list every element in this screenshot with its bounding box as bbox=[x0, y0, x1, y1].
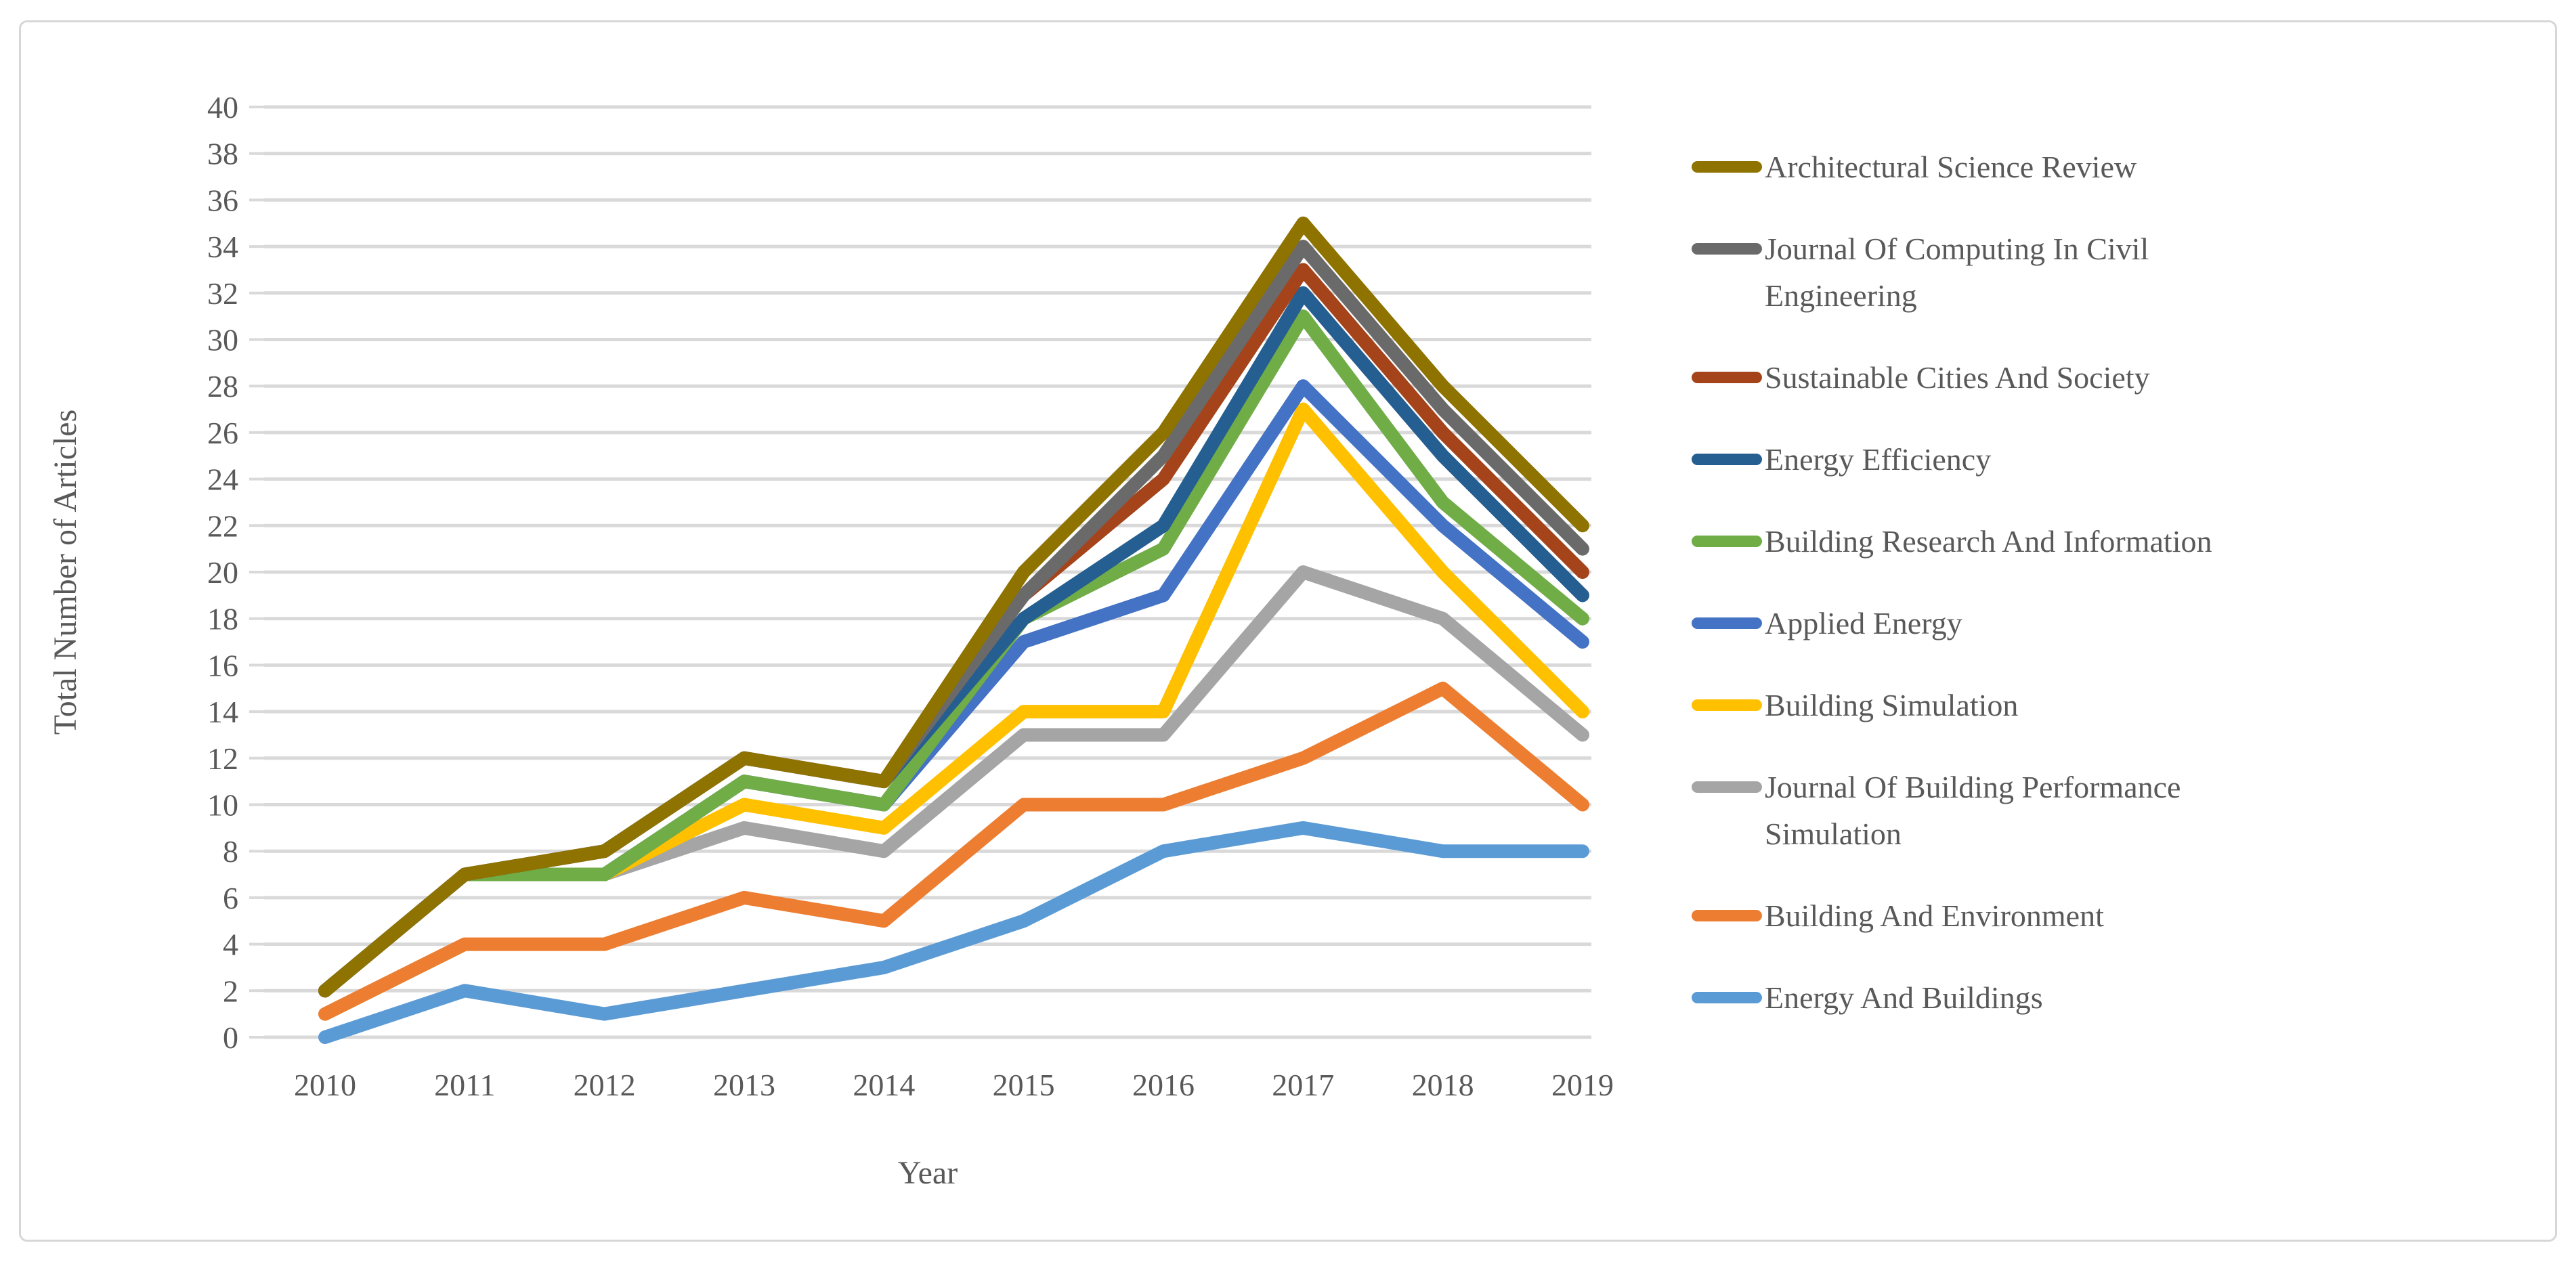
x-tick-label: 2011 bbox=[434, 1068, 495, 1102]
legend-item: Applied Energy bbox=[1692, 600, 2572, 647]
legend-item: Architectural Science Review bbox=[1692, 144, 2572, 190]
series-lines bbox=[318, 216, 1589, 1044]
x-tick-label: 2012 bbox=[574, 1068, 636, 1102]
legend-label: Journal Of Building Performance Simulati… bbox=[1765, 770, 2181, 851]
y-tick-label: 22 bbox=[207, 508, 238, 543]
x-tick-label: 2015 bbox=[993, 1068, 1055, 1102]
legend-label: Energy And Buildings bbox=[1765, 980, 2043, 1015]
legend-label: Architectural Science Review bbox=[1765, 150, 2137, 184]
series-line bbox=[318, 286, 1589, 998]
legend-line-swatch bbox=[1692, 699, 1762, 711]
y-tick-label: 16 bbox=[207, 648, 238, 682]
x-tick-label: 2014 bbox=[853, 1068, 915, 1102]
legend-item: Building Research And Information bbox=[1692, 518, 2572, 565]
legend-item: Building And Environment bbox=[1692, 892, 2572, 939]
y-tick-label: 10 bbox=[207, 788, 238, 823]
axis-ticks bbox=[249, 106, 264, 1039]
y-tick-label: 20 bbox=[207, 555, 238, 590]
y-tick-label: 4 bbox=[223, 928, 238, 962]
series-line bbox=[318, 309, 1589, 998]
legend-label: Building Research And Information bbox=[1765, 524, 2212, 559]
y-tick-label: 28 bbox=[207, 369, 238, 404]
legend-item: Building Simulation bbox=[1692, 682, 2572, 728]
y-tick-label: 18 bbox=[207, 602, 238, 636]
y-tick-label: 14 bbox=[207, 695, 238, 729]
legend-line-swatch bbox=[1692, 161, 1762, 173]
y-tick-label: 34 bbox=[207, 230, 238, 264]
x-tick-label: 2018 bbox=[1412, 1068, 1474, 1102]
legend-item: Energy Efficiency bbox=[1692, 436, 2572, 483]
x-tick-label: 2017 bbox=[1272, 1068, 1334, 1102]
legend-label: Building Simulation bbox=[1765, 688, 2019, 722]
series-line bbox=[318, 681, 1589, 1021]
legend-line-swatch bbox=[1692, 372, 1762, 383]
y-tick-label: 38 bbox=[207, 137, 238, 171]
y-tick-label: 8 bbox=[223, 834, 238, 869]
legend-item: Journal Of Building Performance Simulati… bbox=[1692, 764, 2572, 857]
y-tick-label: 40 bbox=[207, 90, 238, 125]
legend-label: Building And Environment bbox=[1765, 898, 2104, 933]
y-axis-title: Total Number of Articles bbox=[47, 410, 83, 735]
y-tick-label: 0 bbox=[223, 1020, 238, 1055]
y-tick-label: 30 bbox=[207, 323, 238, 357]
x-tick-label: 2019 bbox=[1551, 1068, 1614, 1102]
y-tick-label: 26 bbox=[207, 416, 238, 450]
x-axis-title: Year bbox=[898, 1155, 958, 1191]
series-line bbox=[318, 821, 1589, 1044]
x-tick-label: 2016 bbox=[1132, 1068, 1195, 1102]
y-tick-label: 12 bbox=[207, 741, 238, 776]
legend-line-swatch bbox=[1692, 536, 1762, 547]
legend-item: Energy And Buildings bbox=[1692, 974, 2572, 1021]
series-line bbox=[318, 263, 1589, 998]
y-tick-label: 24 bbox=[207, 462, 238, 497]
legend-item: Journal Of Computing In Civil Engineerin… bbox=[1692, 225, 2572, 319]
legend-label: Sustainable Cities And Society bbox=[1765, 360, 2150, 395]
legend-item: Sustainable Cities And Society bbox=[1692, 354, 2572, 401]
y-tick-label: 32 bbox=[207, 276, 238, 311]
y-tick-label: 36 bbox=[207, 183, 238, 217]
x-tick-label: 2010 bbox=[294, 1068, 356, 1102]
x-tick-label: 2013 bbox=[713, 1068, 775, 1102]
legend-label: Journal Of Computing In Civil Engineerin… bbox=[1765, 232, 2149, 313]
x-tick-labels: 2010 2011 2012 2013 2014 2015 2016 2017 2018 2019 bbox=[294, 1068, 1614, 1102]
series-line bbox=[318, 565, 1589, 998]
gridlines bbox=[264, 105, 1591, 1039]
y-tick-label: 2 bbox=[223, 974, 238, 1008]
legend-label: Applied Energy bbox=[1765, 606, 1962, 640]
y-tick-label: 6 bbox=[223, 881, 238, 915]
legend-line-swatch bbox=[1692, 243, 1762, 255]
legend-line-swatch bbox=[1692, 454, 1762, 465]
legend-line-swatch bbox=[1692, 992, 1762, 1003]
series-line bbox=[318, 216, 1589, 998]
legend-label: Energy Efficiency bbox=[1765, 442, 1992, 477]
legend-line-swatch bbox=[1692, 617, 1762, 629]
legend-line-swatch bbox=[1692, 910, 1762, 921]
legend: Architectural Science Review Journal Of C… bbox=[1692, 144, 2572, 1056]
legend-line-swatch bbox=[1692, 781, 1762, 793]
